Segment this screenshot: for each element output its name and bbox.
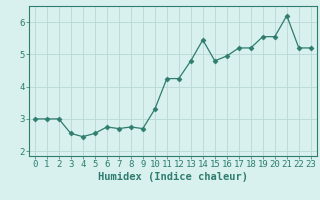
- X-axis label: Humidex (Indice chaleur): Humidex (Indice chaleur): [98, 172, 248, 182]
